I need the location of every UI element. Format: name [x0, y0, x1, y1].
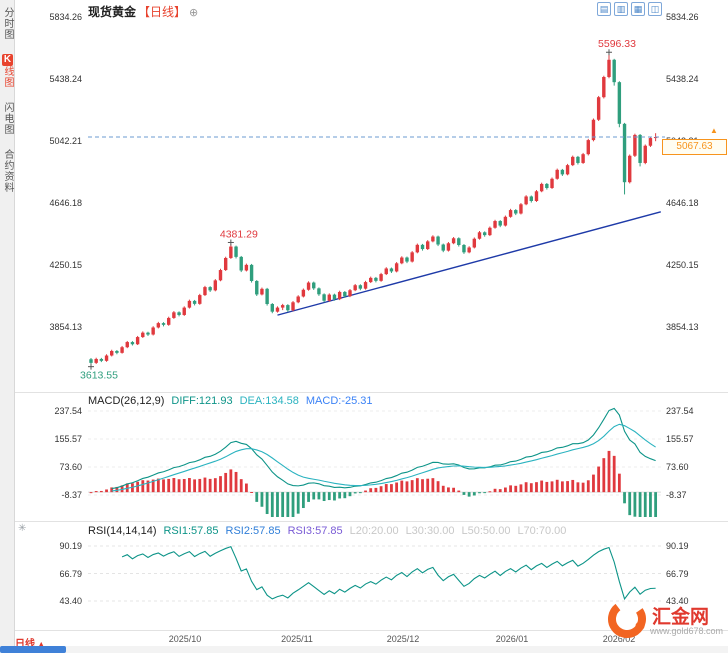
macd-axis-label-right: 73.60 — [666, 462, 689, 472]
rsi2-value: RSI2:57.85 — [225, 525, 281, 537]
sidebar: 分时图 K线图 闪电图 合约资料 — [0, 0, 15, 653]
rsi-level-70: L70:70.00 — [517, 525, 567, 537]
sidebar-tab-kline-chart[interactable]: K线图 — [0, 47, 14, 95]
price-axis-label-left: 5438.24 — [49, 73, 82, 84]
date-axis-label: 2026/02 — [602, 634, 636, 644]
chart-toolbar: ▤ ▥ ▦ ◫ — [597, 2, 662, 16]
price-axis-label-right: 3854.13 — [666, 322, 699, 332]
huijin-logo-icon — [608, 600, 646, 638]
rsi-level-30: L30:30.00 — [405, 525, 455, 537]
macd-axis-label-right: 155.57 — [666, 434, 694, 444]
kline-badge: K — [2, 54, 13, 66]
trendline — [277, 211, 661, 316]
price-axis-label-left: 4250.15 — [49, 260, 82, 270]
sidebar-tab-time-chart[interactable]: 分时图 — [2, 7, 13, 40]
macd-name: MACD(26,12,9) — [88, 395, 165, 407]
scrollbar-thumb[interactable] — [0, 646, 66, 653]
add-indicator-icon[interactable]: ⊕ — [189, 7, 199, 19]
symbol-name: 现货黄金 — [88, 5, 137, 19]
rsi-level-20: L20:20.00 — [349, 525, 399, 537]
rsi-header: RSI(14,14,14) RSI1:57.85 RSI2:57.85 RSI3:57… — [88, 525, 573, 537]
rsi1-value: RSI1:57.85 — [163, 525, 219, 537]
macd-diff-value: DIFF:121.93 — [171, 395, 233, 407]
rsi-name: RSI(14,14,14) — [88, 525, 157, 537]
price-annotation: 5596.33 — [598, 38, 636, 50]
macd-bar-value: MACD:-25.31 — [305, 395, 373, 407]
date-axis-label: 2025/11 — [281, 634, 313, 644]
chart-layout-icon-3[interactable]: ▦ — [631, 2, 645, 16]
date-axis-label: 2025/10 — [168, 634, 202, 644]
macd-axis-label-right: 237.54 — [666, 406, 694, 416]
rsi-axis-label-left: 90.19 — [59, 541, 82, 551]
macd-header: MACD(26,12,9) DIFF:121.93 DEA:134.58 MACD:-… — [88, 395, 380, 407]
price-axis-label-left: 5042.21 — [49, 136, 82, 146]
panel-separators — [14, 392, 728, 631]
macd-dea-value: DEA:134.58 — [239, 395, 299, 407]
rsi-axis-label-right: 90.19 — [666, 541, 689, 551]
price-axis-label-right: 5834.26 — [666, 12, 699, 22]
sidebar-tab-contract-info[interactable]: 合约资料 — [2, 149, 13, 193]
indicator-star-icon[interactable]: ✳ — [18, 523, 27, 534]
macd-axis-label-left: 73.60 — [59, 462, 82, 472]
macd-axis-label-left: 155.57 — [54, 434, 82, 444]
period-label: 【日线】 — [138, 5, 187, 19]
date-axis-label: 2026/01 — [495, 634, 529, 644]
logo-url: www.gold678.com — [650, 626, 724, 636]
annotations-layer: 5596.33 4381.29 3613.55 — [80, 38, 636, 381]
rsi-axis-label-right: 66.79 — [666, 568, 689, 579]
price-annotation: 3613.55 — [80, 370, 118, 382]
price-axis-label-left: 3854.13 — [49, 322, 82, 332]
indicator-gridlines — [88, 410, 661, 602]
timeframe-switcher[interactable]: 日线 ▲ — [15, 635, 45, 650]
rsi-axis-label-right: 43.40 — [666, 596, 689, 606]
last-price-tag: 5067.63 — [662, 139, 727, 156]
horizontal-scrollbar[interactable] — [0, 646, 728, 653]
price-axis-label-left: 5834.26 — [49, 12, 82, 22]
macd-axis-label-right: -8.37 — [666, 490, 687, 500]
chart-layout-icon-2[interactable]: ▥ — [614, 2, 628, 16]
logo-text: 汇金网 — [652, 607, 710, 628]
rsi3-value: RSI3:57.85 — [287, 525, 343, 537]
price-axis-label-right: 4250.15 — [666, 260, 699, 270]
chart-layout-icon-4[interactable]: ◫ — [648, 2, 662, 16]
price-axis-label-right: 5438.24 — [666, 73, 699, 84]
sidebar-tab-lightning-chart[interactable]: 闪电图 — [2, 102, 13, 135]
rsi-axis-label-left: 66.79 — [59, 568, 82, 579]
chart-layout-icon-1[interactable]: ▤ — [597, 2, 611, 16]
timeframe-label: 日线 — [15, 639, 35, 650]
macd-axis-label-left: 237.54 — [54, 406, 82, 416]
macd-layer — [89, 407, 658, 517]
price-up-arrow-icon: ▲ — [710, 126, 718, 136]
rsi-layer — [121, 545, 656, 601]
price-axis-label-right: 4646.18 — [666, 198, 699, 208]
macd-axis-label-left: -8.37 — [61, 490, 82, 500]
dropdown-arrow-icon: ▲ — [37, 641, 45, 648]
price-annotation: 4381.29 — [220, 228, 258, 240]
candles-layer — [89, 54, 658, 365]
chart-title: 现货黄金 【日线】 ⊕ — [88, 3, 198, 20]
site-logo[interactable]: 汇金网 www.gold678.com — [606, 598, 726, 644]
rsi-level-50: L50:50.00 — [461, 525, 511, 537]
price-axis-label-left: 4646.18 — [49, 198, 82, 208]
date-axis-label: 2025/12 — [386, 634, 420, 644]
kline-label: 线图 — [2, 66, 13, 88]
rsi-axis-label-left: 43.40 — [59, 596, 82, 606]
